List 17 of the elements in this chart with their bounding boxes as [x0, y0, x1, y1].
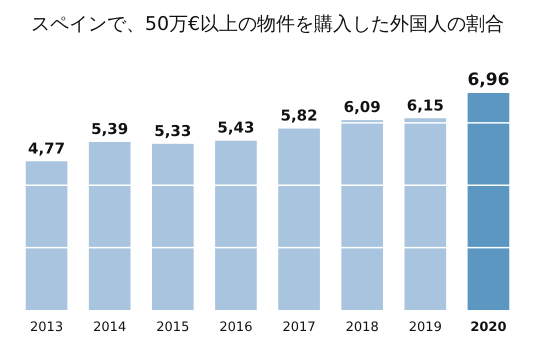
- data-label: 5,39: [91, 120, 128, 138]
- x-tick-label: 2016: [219, 320, 252, 335]
- data-label: 5,43: [217, 118, 254, 137]
- data-label: 6,09: [344, 98, 381, 116]
- x-tick-label: 2019: [408, 320, 442, 335]
- data-label: 4,77: [28, 139, 66, 158]
- x-tick-label: 2015: [156, 320, 190, 335]
- x-tick-label: 2020: [470, 320, 507, 335]
- x-tick-label: 2017: [282, 320, 316, 335]
- data-label: 6,15: [406, 96, 444, 114]
- data-label: 5,33: [154, 122, 192, 140]
- data-label: 5,82: [280, 106, 318, 125]
- x-tick-label: 2018: [346, 320, 379, 335]
- data-label: 6,96: [467, 70, 510, 90]
- x-tick-label: 2013: [30, 320, 64, 335]
- x-tick-label: 2014: [93, 320, 126, 335]
- chart-title: スペインで、50万€以上の物件を購入した外国人の割合: [30, 13, 504, 35]
